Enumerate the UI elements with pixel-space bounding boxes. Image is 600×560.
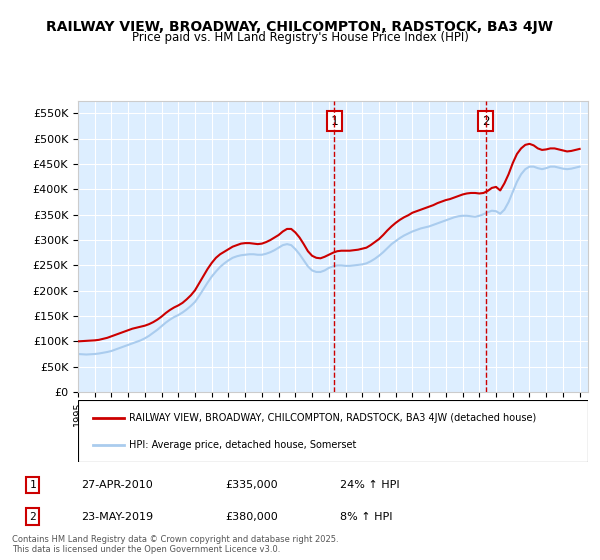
Text: 1: 1	[331, 115, 338, 128]
Text: RAILWAY VIEW, BROADWAY, CHILCOMPTON, RADSTOCK, BA3 4JW (detached house): RAILWAY VIEW, BROADWAY, CHILCOMPTON, RAD…	[129, 413, 536, 423]
Text: 2: 2	[29, 512, 36, 521]
Text: RAILWAY VIEW, BROADWAY, CHILCOMPTON, RADSTOCK, BA3 4JW: RAILWAY VIEW, BROADWAY, CHILCOMPTON, RAD…	[47, 20, 554, 34]
Text: 1: 1	[29, 480, 36, 490]
Text: 8% ↑ HPI: 8% ↑ HPI	[340, 512, 393, 521]
Text: Price paid vs. HM Land Registry's House Price Index (HPI): Price paid vs. HM Land Registry's House …	[131, 31, 469, 44]
Text: 2: 2	[482, 115, 490, 128]
Text: 27-APR-2010: 27-APR-2010	[81, 480, 153, 490]
Text: 24% ↑ HPI: 24% ↑ HPI	[340, 480, 400, 490]
Text: HPI: Average price, detached house, Somerset: HPI: Average price, detached house, Some…	[129, 440, 356, 450]
Text: 23-MAY-2019: 23-MAY-2019	[81, 512, 153, 521]
Text: £335,000: £335,000	[225, 480, 278, 490]
FancyBboxPatch shape	[78, 400, 588, 462]
Text: Contains HM Land Registry data © Crown copyright and database right 2025.
This d: Contains HM Land Registry data © Crown c…	[12, 535, 338, 554]
Text: £380,000: £380,000	[225, 512, 278, 521]
